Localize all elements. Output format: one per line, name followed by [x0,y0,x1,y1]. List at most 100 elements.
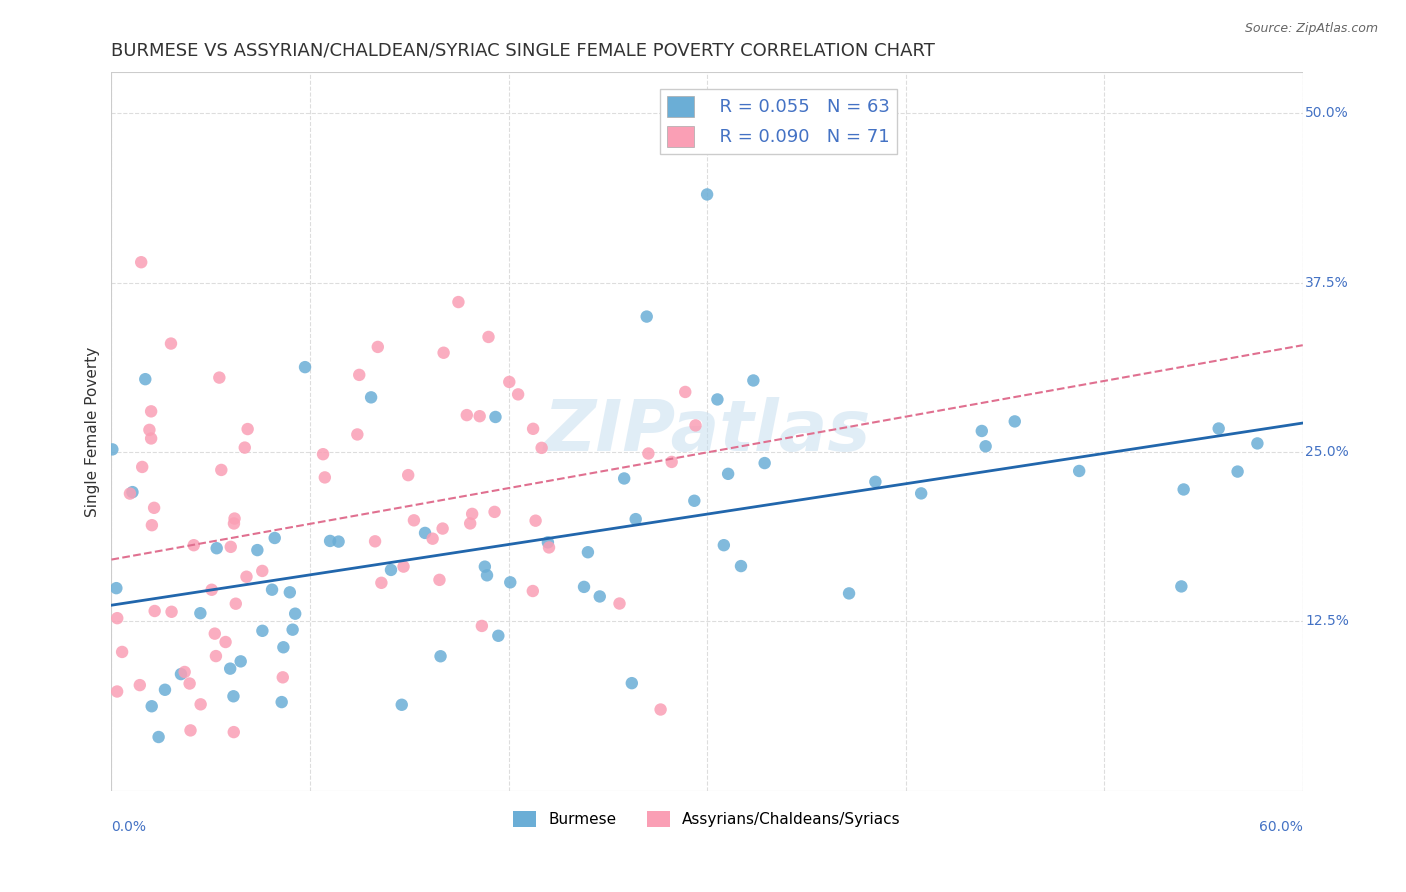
Point [537,541,560,555]
Point [429,649,451,664]
Point [432,522,454,536]
Point [474,559,496,574]
Point [910,486,932,500]
Point [314,470,336,484]
Point [508,387,530,401]
Point [271,670,294,684]
Point [717,467,740,481]
Point [730,559,752,574]
Point [233,441,256,455]
Point [101,442,124,457]
Point [624,512,647,526]
Point [499,575,522,590]
Point [661,455,683,469]
Point [650,702,672,716]
Text: 37.5%: 37.5% [1305,276,1348,290]
Point [129,255,152,269]
Point [392,559,415,574]
Point [105,611,128,625]
Point [201,582,224,597]
Point [636,310,658,324]
Text: 60.0%: 60.0% [1258,820,1303,834]
Point [367,340,389,354]
Point [673,384,696,399]
Point [284,607,307,621]
Point [576,545,599,559]
Point [429,573,451,587]
Point [128,678,150,692]
Point [263,531,285,545]
Point [970,424,993,438]
Point [346,427,368,442]
Point [370,575,392,590]
Point [111,645,134,659]
Point [484,505,506,519]
Point [294,360,316,375]
Text: 50.0%: 50.0% [1305,106,1348,120]
Point [498,375,520,389]
Point [160,336,183,351]
Text: BURMESE VS ASSYRIAN/CHALDEAN/SYRIAC SINGLE FEMALE POVERTY CORRELATION CHART: BURMESE VS ASSYRIAN/CHALDEAN/SYRIAC SING… [111,42,935,60]
Point [447,295,470,310]
Point [208,370,231,384]
Point [118,486,141,500]
Point [609,597,631,611]
Point [312,447,335,461]
Point [364,534,387,549]
Point [475,568,498,582]
Point [696,187,718,202]
Point [572,580,595,594]
Point [1173,483,1195,497]
Point [179,676,201,690]
Point [179,723,201,738]
Point [484,409,506,424]
Point [537,535,560,549]
Point [838,586,860,600]
Point [1004,414,1026,428]
Point [270,695,292,709]
Legend:   R = 0.055   N = 63,   R = 0.090   N = 71: R = 0.055 N = 63, R = 0.090 N = 71 [659,88,897,153]
Point [246,543,269,558]
Point [422,532,444,546]
Point [205,541,228,556]
Point [865,475,887,489]
Point [471,619,494,633]
Point [173,665,195,679]
Point [160,605,183,619]
Point [134,372,156,386]
Text: 12.5%: 12.5% [1305,615,1348,629]
Point [214,635,236,649]
Point [522,584,544,599]
Y-axis label: Single Female Poverty: Single Female Poverty [86,347,100,516]
Text: 0.0%: 0.0% [111,820,146,834]
Point [1246,436,1268,450]
Point [222,690,245,704]
Point [170,667,193,681]
Point [190,606,212,620]
Point [222,516,245,531]
Point [235,570,257,584]
Point [413,525,436,540]
Point [252,564,274,578]
Point [148,730,170,744]
Point [456,408,478,422]
Point [219,662,242,676]
Point [278,585,301,599]
Point [530,441,553,455]
Point [219,540,242,554]
Point [236,422,259,436]
Point [1226,465,1249,479]
Point [105,581,128,595]
Point [524,514,547,528]
Point [486,629,509,643]
Point [380,563,402,577]
Point [477,330,499,344]
Point [613,471,636,485]
Point [974,439,997,453]
Point [620,676,643,690]
Point [683,493,706,508]
Point [360,390,382,404]
Point [225,597,247,611]
Point [713,538,735,552]
Point [1208,421,1230,435]
